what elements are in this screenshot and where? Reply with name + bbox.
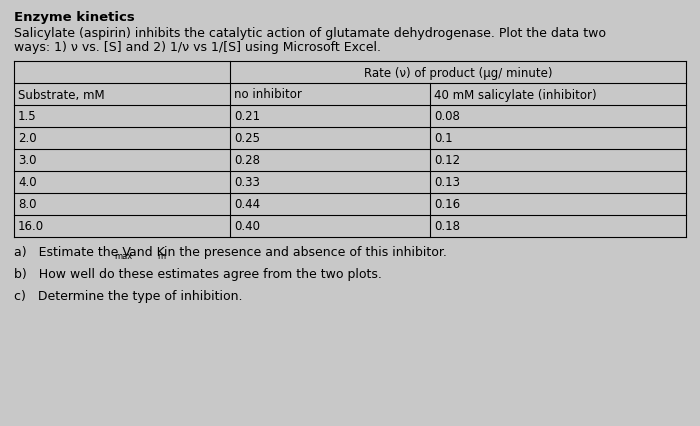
Text: c)   Determine the type of inhibition.: c) Determine the type of inhibition. bbox=[14, 289, 242, 302]
Text: Salicylate (aspirin) inhibits the catalytic action of glutamate dehydrogenase. P: Salicylate (aspirin) inhibits the cataly… bbox=[14, 27, 606, 40]
Text: 3.0: 3.0 bbox=[18, 154, 36, 167]
Text: 0.44: 0.44 bbox=[234, 198, 260, 211]
Text: ways: 1) ν vs. [S] and 2) 1/ν vs 1/[S] using Microsoft Excel.: ways: 1) ν vs. [S] and 2) 1/ν vs 1/[S] u… bbox=[14, 41, 381, 54]
Text: a)   Estimate the V: a) Estimate the V bbox=[14, 245, 131, 259]
Text: 0.21: 0.21 bbox=[234, 110, 260, 123]
Text: 0.18: 0.18 bbox=[434, 220, 460, 233]
Text: 0.12: 0.12 bbox=[434, 154, 460, 167]
Text: b)   How well do these estimates agree from the two plots.: b) How well do these estimates agree fro… bbox=[14, 268, 382, 280]
Text: 8.0: 8.0 bbox=[18, 198, 36, 211]
Text: 16.0: 16.0 bbox=[18, 220, 44, 233]
Text: in the presence and absence of this inhibitor.: in the presence and absence of this inhi… bbox=[160, 245, 447, 259]
Text: and K: and K bbox=[125, 245, 165, 259]
Text: Enzyme kinetics: Enzyme kinetics bbox=[14, 11, 134, 24]
Text: 2.0: 2.0 bbox=[18, 132, 36, 145]
Text: 0.25: 0.25 bbox=[234, 132, 260, 145]
Text: Rate (ν) of product (μg/ minute): Rate (ν) of product (μg/ minute) bbox=[364, 66, 552, 79]
Text: 0.13: 0.13 bbox=[434, 176, 460, 189]
Text: 0.1: 0.1 bbox=[434, 132, 453, 145]
Text: 1.5: 1.5 bbox=[18, 110, 36, 123]
Text: 4.0: 4.0 bbox=[18, 176, 36, 189]
Text: Substrate, mM: Substrate, mM bbox=[18, 88, 104, 101]
Text: 0.16: 0.16 bbox=[434, 198, 460, 211]
Text: m: m bbox=[157, 251, 165, 260]
Text: 0.40: 0.40 bbox=[234, 220, 260, 233]
Text: 0.08: 0.08 bbox=[434, 110, 460, 123]
Text: 0.28: 0.28 bbox=[234, 154, 260, 167]
Text: max: max bbox=[115, 251, 133, 260]
Text: no inhibitor: no inhibitor bbox=[234, 88, 302, 101]
Text: 40 mM salicylate (inhibitor): 40 mM salicylate (inhibitor) bbox=[434, 88, 596, 101]
Text: 0.33: 0.33 bbox=[234, 176, 260, 189]
